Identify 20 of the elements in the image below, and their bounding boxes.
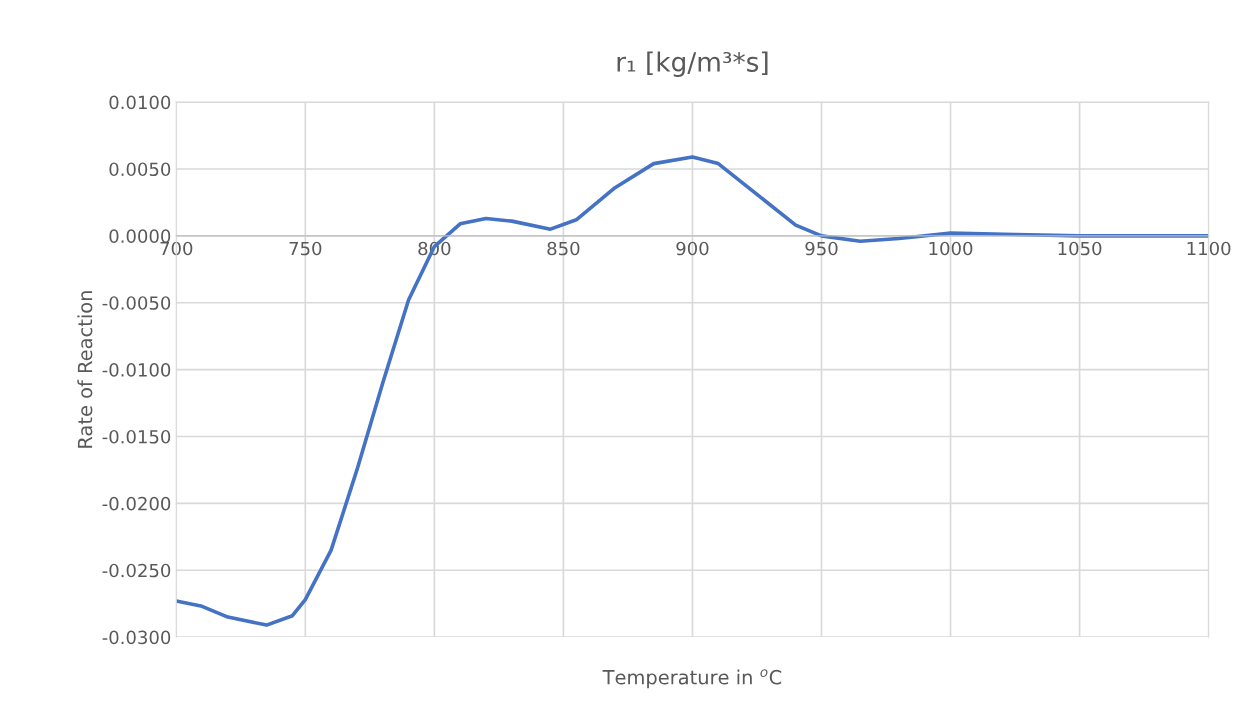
chart-title: r₁ [kg/m³*s] [617,51,768,78]
x-tick-label: 1050 [1058,241,1102,256]
y-tick-label: 0.0000 [109,229,171,243]
y-tick-label: -0.0300 [102,630,171,645]
y-tick-label: 0.0100 [109,95,171,110]
y-tick-label: -0.0150 [102,429,171,444]
x-tick-label: 700 [160,241,193,256]
x-tick-label: 1100 [1187,241,1231,256]
x-tick-label: 1000 [929,241,973,256]
x-axis-title: Temperature in $^{o}$C [602,669,782,689]
x-tick-label: 850 [547,241,580,256]
y-tick-label: -0.0100 [102,363,171,377]
y-tick-label: -0.0250 [102,563,171,578]
x-tick-label: 950 [805,241,838,256]
x-tick-label: 750 [289,241,322,256]
x-tick-label: 900 [676,241,709,256]
y-tick-label: -0.0050 [102,296,171,310]
y-tick-label: -0.0200 [102,496,171,511]
y-axis-title: Rate of Reaction [77,291,93,448]
y-tick-label: 0.0050 [109,162,171,177]
